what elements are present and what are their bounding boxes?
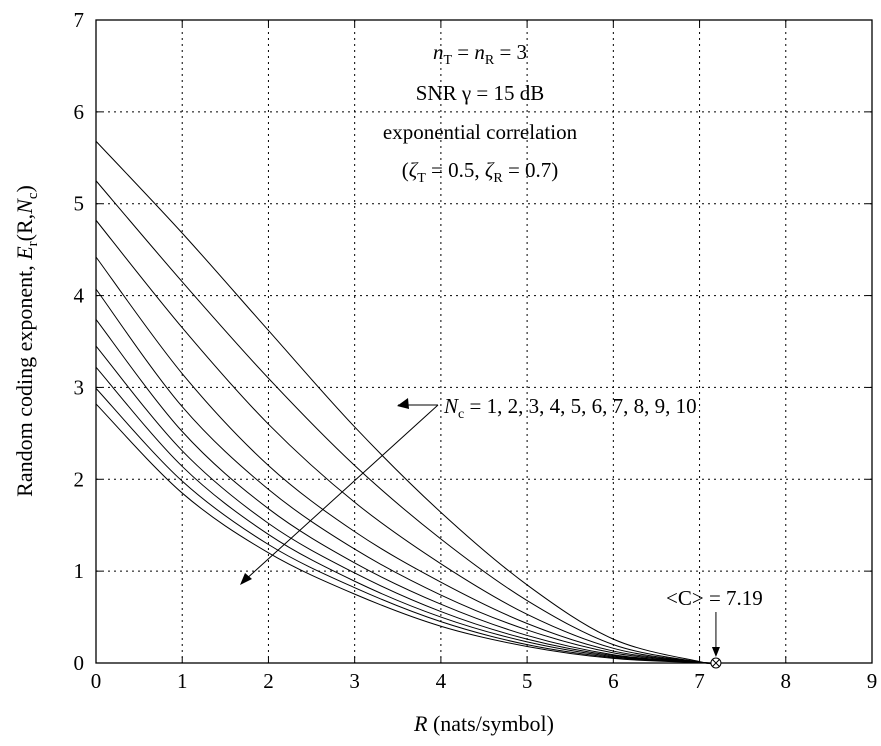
capacity-arrow-head [711,647,720,657]
y-tick-label: 4 [74,284,85,308]
annotation-antennas: nT = nR = 3 [433,40,527,68]
y-tick-label: 0 [74,651,85,675]
capacity-label: <C> = 7.19 [666,586,763,610]
annotation-block: nT = nR = 3 SNR γ = 15 dB exponential co… [383,40,578,186]
capacity-annotation: <C> = 7.19 [666,586,763,669]
nc-arrow-line [243,404,439,582]
capacity-marker-icon [710,657,722,669]
y-tick-label: 3 [74,375,85,399]
y-axis-label: Random coding exponent, Er(R,Nc) [12,185,41,497]
nc-arrow-head-start [397,398,409,409]
plot-frame [95,19,873,664]
nc-annotation: Nc = 1, 2, 3, 4, 5, 6, 7, 8, 9, 10 [240,394,697,585]
x-tick-label: 6 [608,669,619,693]
nc-label: Nc = 1, 2, 3, 4, 5, 6, 7, 8, 9, 10 [443,394,697,422]
capacity-marker-cross [712,659,720,667]
x-tick-label: 7 [694,669,705,693]
annotation-zeta: (ζT = 0.5, ζR = 0.7) [402,158,559,186]
y-tick-label: 1 [74,559,85,583]
x-tick-label: 2 [263,669,274,693]
series-line-nc-9 [95,180,716,665]
x-tick-label: 3 [349,669,360,693]
x-tick-label: 0 [91,669,102,693]
x-tick-label: 8 [781,669,792,693]
y-tick-label: 6 [74,100,85,124]
x-tick-label: 4 [436,669,447,693]
y-tick-label: 2 [74,467,85,491]
x-axis-label: R (nats/symbol) [413,711,554,736]
nc-arrow-head-end [240,573,252,585]
y-tick-label: 5 [74,192,85,216]
x-tick-label: 1 [177,669,188,693]
series-line-nc-5 [95,319,716,664]
series-line-nc-1 [95,403,716,664]
y-tick-label: 7 [74,8,85,32]
series-line-nc-10 [95,140,716,665]
x-ticks: 0 1 2 3 4 5 6 7 8 9 [91,20,878,693]
series-line-nc-2 [95,388,716,664]
x-tick-label: 5 [522,669,533,693]
series-line-nc-6 [95,288,716,664]
grid [96,20,872,663]
annotation-snr: SNR γ = 15 dB [416,81,544,105]
curves [95,140,716,665]
series-line-nc-7 [95,256,716,664]
annotation-correlation: exponential correlation [383,120,578,144]
series-line-nc-8 [95,219,716,664]
y-ticks: 0 1 2 3 4 5 6 7 [74,8,872,675]
x-tick-label: 9 [867,669,878,693]
